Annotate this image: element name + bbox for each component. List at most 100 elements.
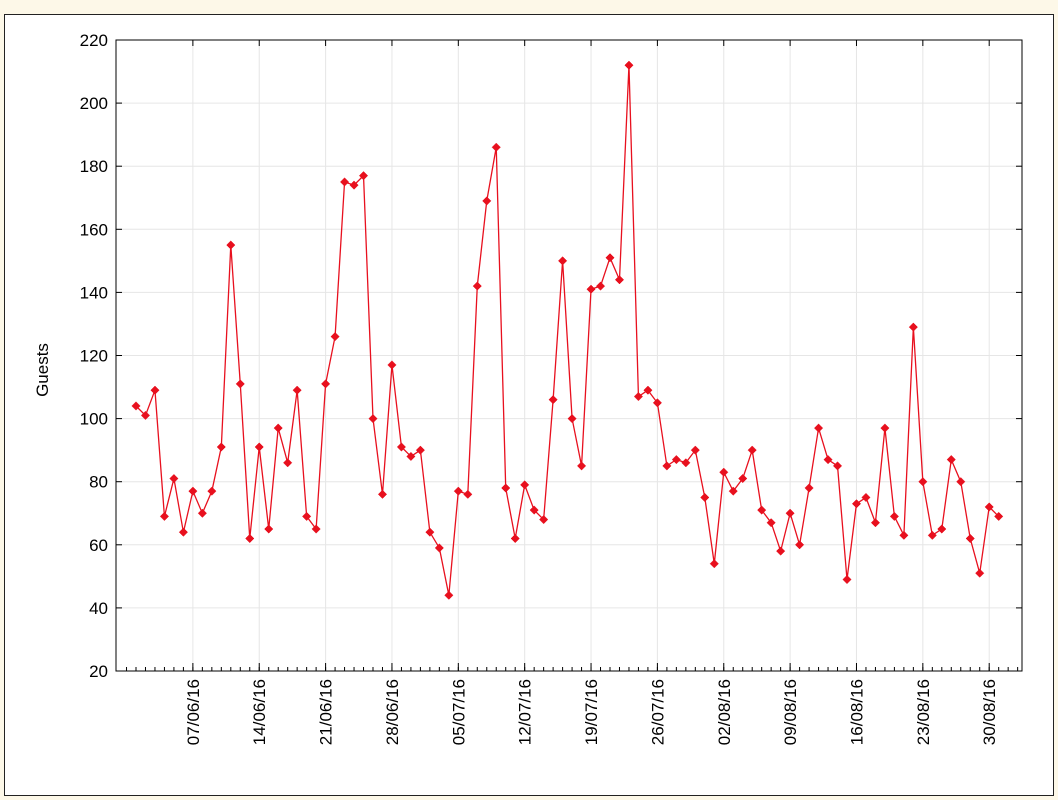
data-point: [776, 546, 786, 556]
x-tick-label: 05/07/16: [449, 679, 468, 745]
data-point: [937, 524, 947, 534]
data-point: [292, 385, 302, 395]
y-axis-label: Guests: [33, 343, 52, 397]
data-point: [586, 284, 596, 294]
data-point: [719, 467, 729, 477]
data-point: [757, 505, 767, 515]
y-tick-label: 80: [89, 473, 108, 492]
data-point: [766, 518, 776, 528]
data-point: [927, 530, 937, 540]
data-point: [245, 533, 255, 544]
series-guests: [131, 60, 1004, 600]
y-tick-label: 140: [80, 283, 108, 302]
data-point: [709, 559, 719, 569]
data-point: [842, 574, 852, 585]
data-point: [671, 455, 681, 465]
data-point: [747, 445, 757, 455]
data-point: [425, 527, 435, 537]
data-point: [368, 414, 378, 424]
line-chart: 20 40 60 80 100 120 140 160 180 200 220 07/06/16 14/…: [33, 31, 1023, 745]
data-point: [965, 533, 975, 544]
data-point: [358, 171, 369, 181]
data-point: [510, 533, 520, 544]
data-point: [273, 423, 283, 433]
data-point: [396, 442, 406, 452]
data-point: [690, 445, 700, 455]
data-point: [994, 511, 1004, 521]
data-point: [216, 442, 226, 452]
plot-border: [115, 39, 1023, 672]
y-tick-label: 60: [89, 536, 108, 555]
data-point: [548, 395, 558, 405]
data-point: [434, 543, 444, 553]
data-point: [861, 492, 871, 503]
y-tick-label: 200: [80, 94, 108, 113]
data-point: [785, 508, 795, 518]
y-tick-label: 220: [80, 31, 108, 50]
data-point: [662, 461, 672, 471]
data-point: [150, 385, 160, 395]
data-point: [283, 458, 293, 468]
data-point: [491, 142, 501, 152]
data-point: [482, 196, 492, 206]
data-point: [415, 445, 425, 455]
data-point: [349, 180, 359, 190]
data-point: [235, 379, 245, 389]
data-point: [254, 442, 264, 452]
x-tick-label: 07/06/16: [184, 679, 203, 745]
data-point: [984, 502, 994, 512]
data-point: [956, 477, 966, 487]
data-point: [311, 524, 321, 534]
y-tick-label: 40: [89, 599, 108, 618]
x-tick-label: 21/06/16: [317, 679, 336, 745]
data-point: [131, 401, 141, 411]
data-point: [700, 492, 710, 503]
data-point: [899, 530, 909, 540]
grid-lines: [116, 40, 1022, 671]
data-point: [558, 256, 568, 266]
y-tick-label: 100: [80, 410, 108, 429]
data-point: [795, 540, 805, 550]
data-point: [529, 505, 539, 515]
data-point: [946, 455, 956, 465]
data-point: [889, 511, 899, 521]
data-point: [643, 385, 653, 395]
data-point: [140, 410, 151, 420]
data-point: [226, 240, 236, 250]
data-point: [624, 60, 634, 70]
data-point: [614, 275, 625, 285]
data-point: [178, 527, 188, 537]
data-point: [453, 486, 463, 496]
data-point: [814, 423, 824, 433]
data-point: [595, 281, 606, 291]
data-point: [539, 515, 549, 525]
data-point: [832, 461, 843, 471]
data-point: [340, 177, 350, 187]
data-point: [870, 518, 880, 528]
x-tick-label: 30/08/16: [980, 679, 999, 745]
data-point: [406, 451, 416, 462]
data-point: [302, 511, 312, 521]
data-point: [264, 524, 274, 534]
data-point: [880, 423, 890, 433]
data-point: [908, 322, 918, 332]
data-point: [738, 473, 748, 484]
y-tick-label: 120: [80, 347, 108, 366]
y-tick-label: 160: [80, 220, 108, 239]
x-tick-label: 12/07/16: [516, 679, 535, 745]
x-tick-label: 14/06/16: [250, 679, 269, 745]
data-point: [387, 360, 397, 370]
data-point: [169, 473, 179, 484]
data-point: [633, 391, 643, 402]
chart-frame: 20 40 60 80 100 120 140 160 180 200 220 07/06/16 14/…: [4, 14, 1054, 796]
data-point: [463, 489, 473, 499]
y-tick-label: 180: [80, 157, 108, 176]
x-tick-label: 09/08/16: [781, 679, 800, 745]
data-point: [520, 480, 530, 490]
data-point: [681, 458, 691, 468]
axes: 20 40 60 80 100 120 140 160 180 200 220 07/06/16 14/…: [80, 31, 1023, 745]
x-tick-label: 02/08/16: [715, 679, 734, 745]
y-tick-label: 20: [89, 662, 108, 681]
data-point: [975, 568, 985, 578]
data-point: [188, 486, 198, 496]
